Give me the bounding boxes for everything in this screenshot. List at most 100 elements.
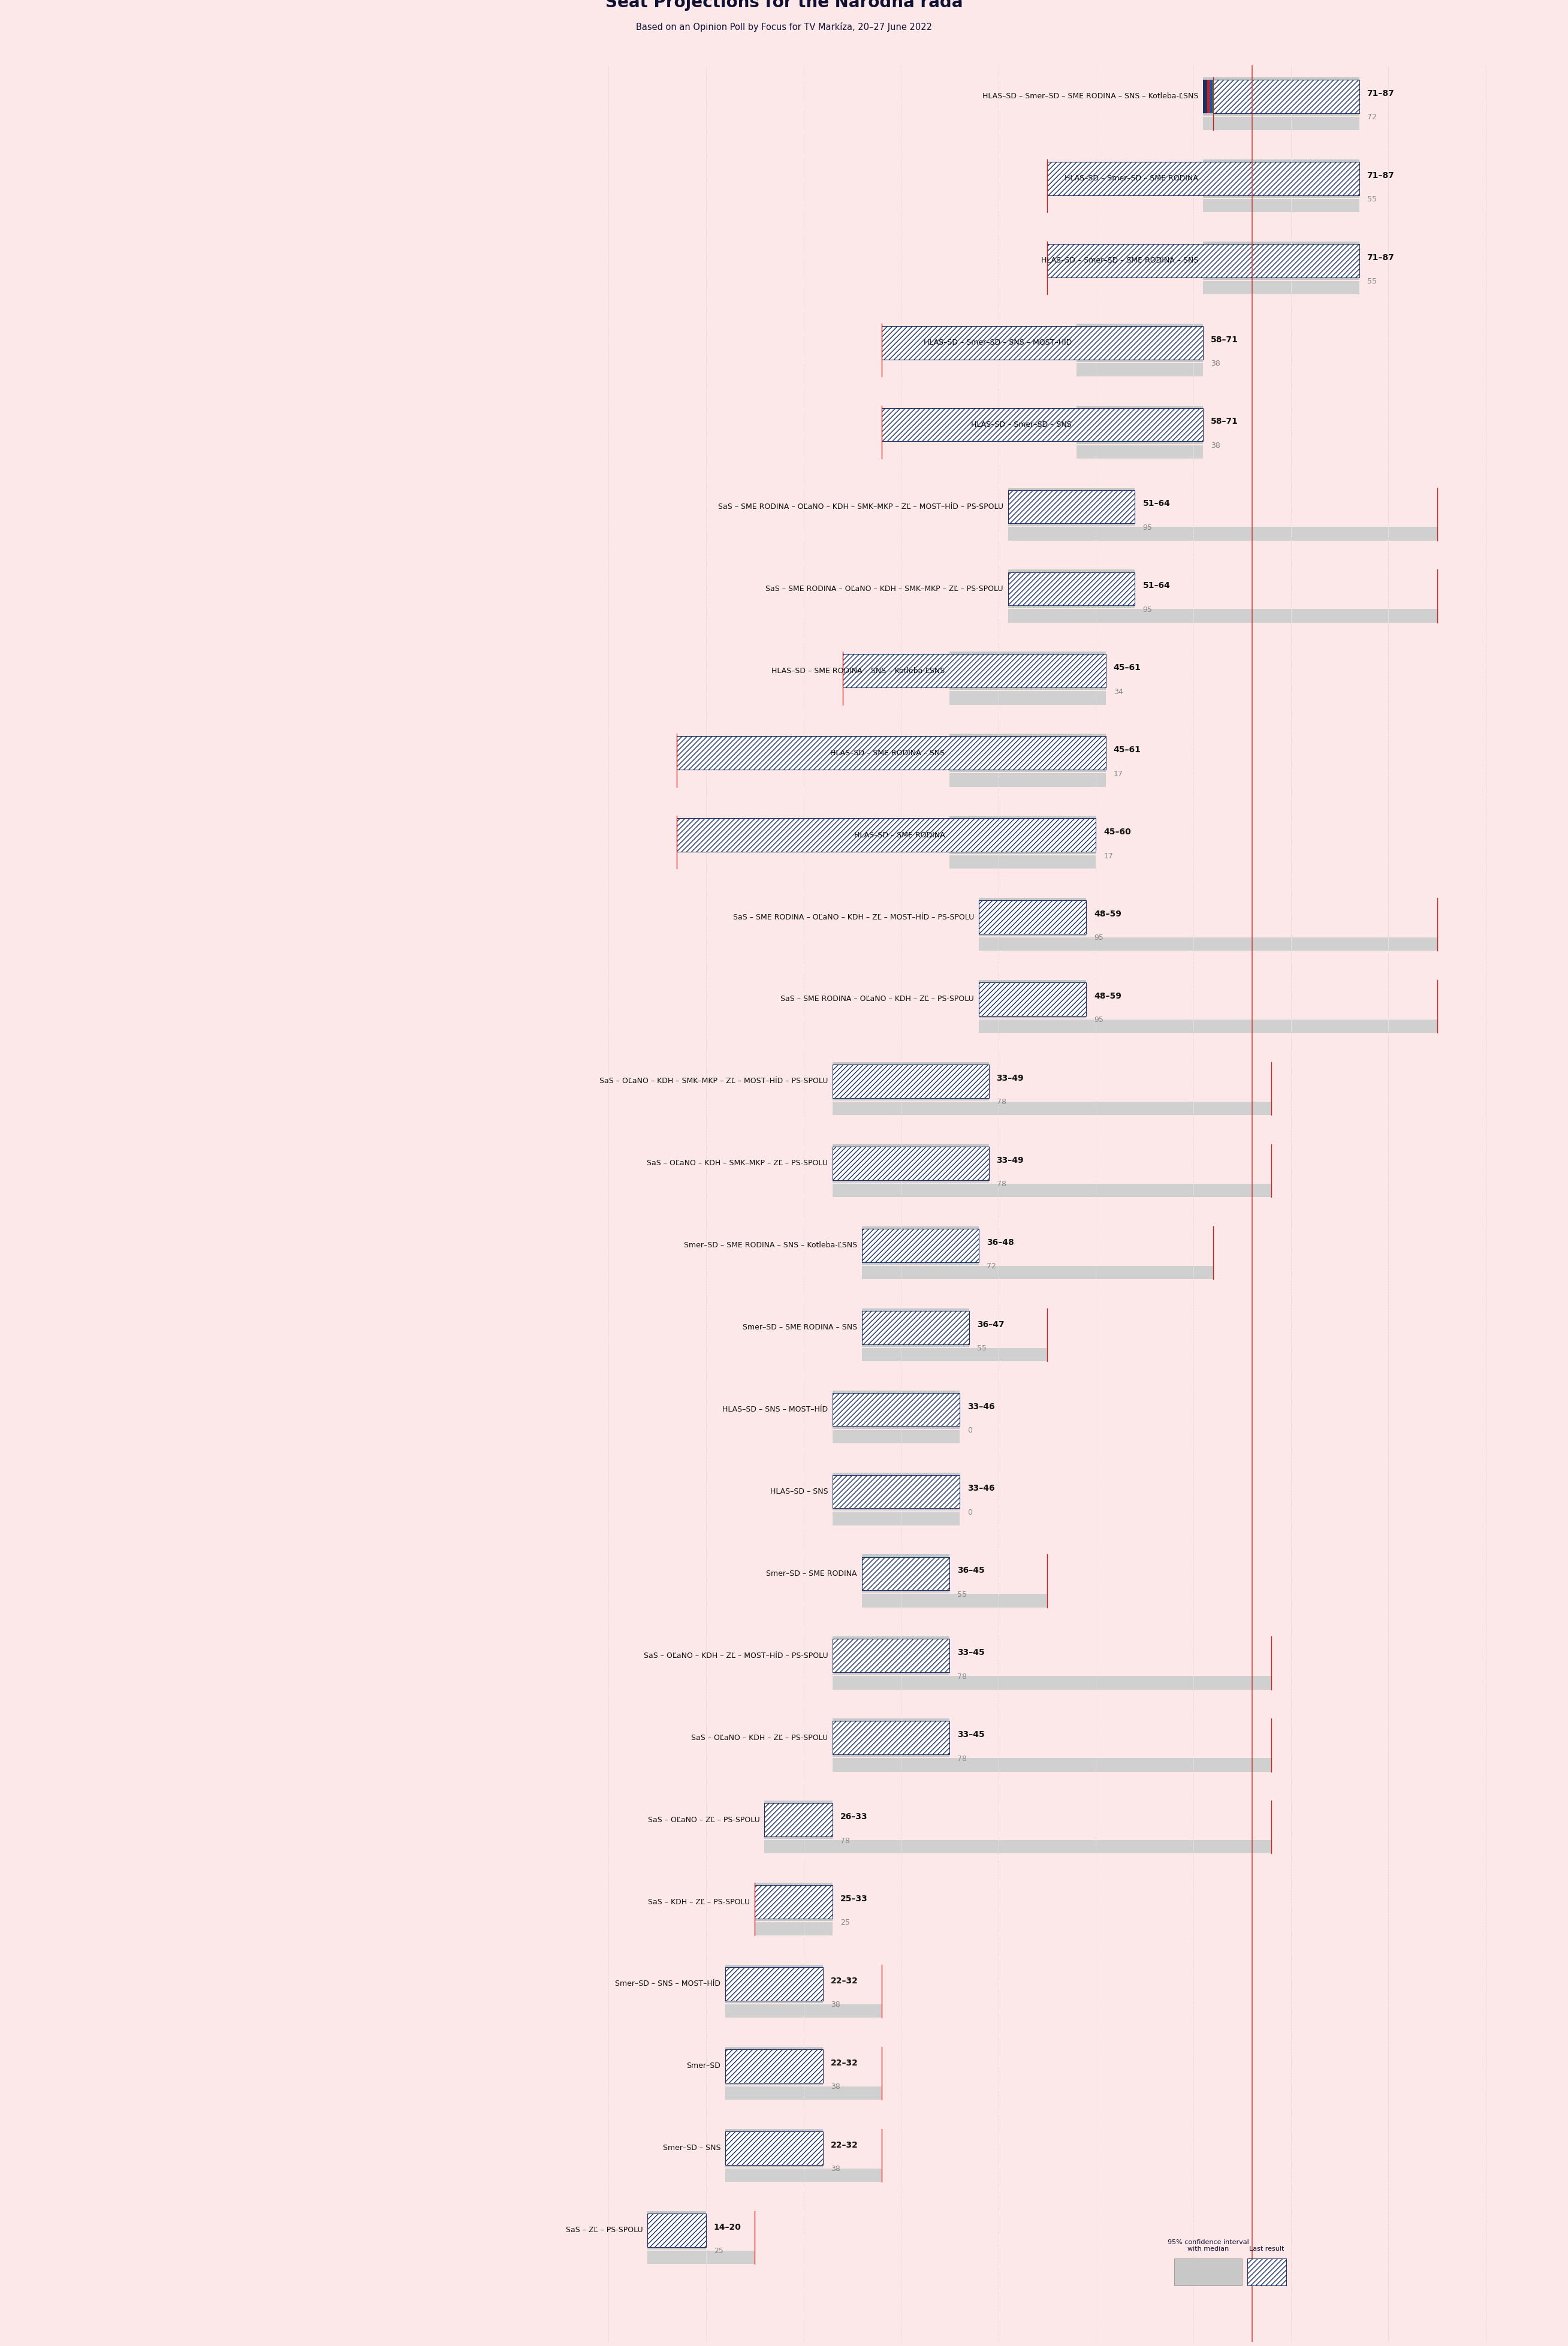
Bar: [833, 1063, 989, 1100]
Text: 95: 95: [1143, 605, 1152, 615]
Text: HLAS–SD – Smer–SD – SME RODINA – SNS: HLAS–SD – Smer–SD – SME RODINA – SNS: [1041, 256, 1198, 265]
Bar: [833, 1638, 950, 1675]
Text: 34: 34: [1113, 687, 1123, 697]
Bar: [754, 1884, 833, 1921]
Bar: [978, 1021, 1438, 1032]
Bar: [950, 734, 1105, 772]
Bar: [833, 1103, 1272, 1114]
Bar: [862, 1267, 1214, 1279]
Bar: [833, 1511, 960, 1525]
Bar: [833, 1147, 989, 1180]
Text: SaS – OĽaNO – KDH – ZĽ – MOST–HÍD – PS-SPOLU: SaS – OĽaNO – KDH – ZĽ – MOST–HÍD – PS-S…: [643, 1652, 828, 1659]
Bar: [723, 737, 818, 769]
Bar: [842, 655, 1105, 687]
Bar: [950, 816, 1096, 854]
Bar: [881, 326, 925, 359]
Text: 36–45: 36–45: [958, 1567, 985, 1574]
Text: 58–71: 58–71: [1210, 418, 1239, 427]
Text: 95: 95: [1094, 1016, 1104, 1023]
Text: Smer–SD: Smer–SD: [687, 2062, 721, 2069]
Bar: [978, 983, 1087, 1016]
Text: 33–45: 33–45: [958, 1649, 985, 1656]
Bar: [1047, 244, 1359, 277]
Bar: [726, 2003, 881, 2018]
Text: 17: 17: [1113, 769, 1123, 779]
Bar: [1145, 244, 1203, 277]
Text: 45–60: 45–60: [1104, 828, 1131, 835]
Text: Smer–SD – SME RODINA – SNS: Smer–SD – SME RODINA – SNS: [743, 1323, 858, 1330]
Text: 72: 72: [986, 1262, 996, 1269]
Bar: [833, 1065, 989, 1098]
Bar: [726, 2128, 823, 2168]
Text: HLAS–SD – SME RODINA – SNS – Kotleba-ĽSNS: HLAS–SD – SME RODINA – SNS – Kotleba-ĽSN…: [771, 666, 946, 676]
Bar: [1174, 2259, 1242, 2285]
Text: 36–47: 36–47: [977, 1321, 1005, 1328]
Text: Smer–SD – SNS – MOST–HÍD: Smer–SD – SNS – MOST–HÍD: [615, 1980, 721, 1987]
Text: 58–71: 58–71: [1210, 335, 1239, 345]
Bar: [1008, 572, 1135, 605]
Text: HLAS–SD – SME RODINA – SNS: HLAS–SD – SME RODINA – SNS: [829, 748, 946, 758]
Bar: [978, 899, 1087, 936]
Text: SaS – SME RODINA – OĽaNO – KDH – ZĽ – MOST–HÍD – PS-SPOLU: SaS – SME RODINA – OĽaNO – KDH – ZĽ – MO…: [732, 913, 974, 922]
Text: SaS – ZĽ – PS-SPOLU: SaS – ZĽ – PS-SPOLU: [566, 2226, 643, 2233]
Bar: [1203, 282, 1359, 293]
Bar: [833, 1145, 989, 1182]
Bar: [1077, 406, 1203, 443]
Bar: [1247, 2259, 1286, 2285]
Bar: [648, 2250, 754, 2264]
Text: Based on an Opinion Poll by Focus for TV Markíza, 20–27 June 2022: Based on an Opinion Poll by Focus for TV…: [637, 21, 931, 33]
Bar: [842, 655, 856, 687]
Text: 38: 38: [831, 2001, 840, 2008]
Text: HLAS–SD – SNS – MOST–HÍD: HLAS–SD – SNS – MOST–HÍD: [723, 1405, 828, 1412]
Text: SaS – OĽaNO – KDH – ZĽ – PS-SPOLU: SaS – OĽaNO – KDH – ZĽ – PS-SPOLU: [691, 1734, 828, 1741]
Text: 55: 55: [977, 1344, 986, 1351]
Text: 38: 38: [1210, 359, 1220, 368]
Text: SaS – KDH – ZĽ – PS-SPOLU: SaS – KDH – ZĽ – PS-SPOLU: [648, 1898, 750, 1905]
Text: 78: 78: [840, 1837, 850, 1844]
Text: 78: 78: [997, 1180, 1007, 1187]
Bar: [1077, 446, 1203, 457]
Text: HLAS–SD – Smer–SD – SME RODINA – SNS – Kotleba-ĽSNS: HLAS–SD – Smer–SD – SME RODINA – SNS – K…: [982, 91, 1198, 101]
Bar: [833, 1391, 960, 1429]
Text: 33–46: 33–46: [967, 1403, 994, 1410]
Bar: [1047, 162, 1359, 195]
Bar: [1207, 80, 1210, 113]
Bar: [905, 655, 950, 687]
Text: SaS – OĽaNO – KDH – SMK–MKP – ZĽ – MOST–HÍD – PS-SPOLU: SaS – OĽaNO – KDH – SMK–MKP – ZĽ – MOST–…: [599, 1077, 828, 1086]
Bar: [1203, 117, 1359, 129]
Bar: [978, 901, 1087, 934]
Text: 51–64: 51–64: [1143, 582, 1170, 589]
Bar: [925, 326, 944, 359]
Bar: [726, 2048, 823, 2086]
Bar: [1008, 570, 1135, 608]
Text: SaS – OĽaNO – KDH – SMK–MKP – ZĽ – PS-SPOLU: SaS – OĽaNO – KDH – SMK–MKP – ZĽ – PS-SP…: [648, 1159, 828, 1168]
Bar: [1077, 364, 1203, 375]
Bar: [994, 408, 1077, 441]
Bar: [950, 856, 1096, 868]
Text: 25: 25: [840, 1919, 850, 1926]
Text: 25–33: 25–33: [840, 1896, 869, 1903]
Text: 22–32: 22–32: [831, 2142, 858, 2149]
Text: 95: 95: [1143, 523, 1152, 533]
Bar: [677, 737, 1105, 769]
Bar: [950, 692, 1105, 704]
Bar: [1203, 199, 1359, 211]
Text: 33–46: 33–46: [967, 1485, 994, 1492]
Bar: [754, 1921, 833, 1935]
Bar: [648, 2210, 706, 2250]
Bar: [833, 1476, 960, 1508]
Text: SaS – SME RODINA – OĽaNO – KDH – SMK–MKP – ZĽ – MOST–HÍD – PS-SPOLU: SaS – SME RODINA – OĽaNO – KDH – SMK–MKP…: [718, 502, 1004, 511]
Bar: [862, 1555, 950, 1593]
Text: Last result: Last result: [1250, 2245, 1284, 2252]
Text: 38: 38: [831, 2083, 840, 2090]
Text: 17: 17: [1104, 852, 1113, 861]
Text: 78: 78: [958, 1755, 967, 1762]
Bar: [881, 326, 1203, 359]
Bar: [1138, 162, 1203, 195]
Text: 55: 55: [1367, 195, 1377, 204]
Bar: [833, 1394, 960, 1426]
Bar: [833, 1640, 950, 1673]
Bar: [677, 819, 1096, 852]
Bar: [881, 408, 1203, 441]
Bar: [1002, 326, 1077, 359]
